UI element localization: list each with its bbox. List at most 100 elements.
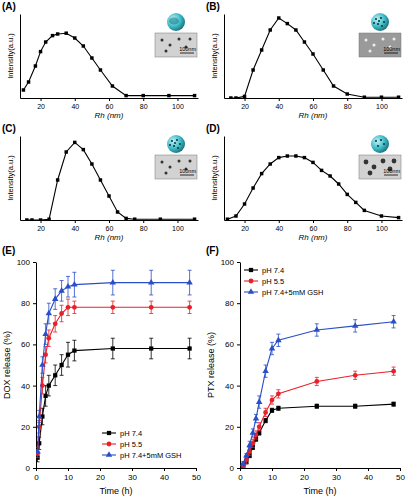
scale-bar — [180, 175, 194, 176]
data-point — [257, 424, 262, 429]
x-tick-label: 80 — [344, 103, 352, 110]
legend: pH 7.4pH 5.5pH 7.4+5mM GSH — [244, 266, 323, 297]
error-bar — [111, 301, 115, 313]
data-point — [260, 48, 263, 51]
x-tick-label: 30 — [128, 473, 137, 482]
data-point — [277, 16, 280, 19]
x-tick: 50 — [396, 468, 405, 482]
data-point — [90, 56, 93, 59]
error-bar — [72, 340, 76, 361]
tem-image — [359, 33, 401, 57]
series — [36, 338, 192, 462]
x-axis-title: Time (h) — [303, 486, 336, 496]
data-point — [286, 22, 289, 25]
x-tick-label: 100 — [376, 225, 388, 232]
legend-entry: pH 7.4+5mM GSH — [102, 451, 181, 460]
x-tick-mark — [347, 98, 348, 101]
y-axis-title: Intensity(a.u.) — [6, 155, 15, 201]
data-point — [270, 398, 275, 403]
y-tick-mark — [33, 427, 36, 428]
data-point — [39, 361, 45, 367]
data-point — [380, 214, 383, 217]
y-tick-label: 100 — [221, 258, 235, 267]
error-bar — [276, 406, 280, 410]
data-point — [328, 174, 331, 177]
x-tick: 80 — [140, 98, 148, 110]
x-tick-mark — [313, 220, 314, 223]
error-bar — [111, 338, 115, 359]
sphere-spot — [179, 143, 181, 145]
tem-particle — [364, 160, 369, 165]
plot-area: 01020304050020406080100Time (h)DOX relea… — [2, 258, 201, 496]
x-tick-label: 60 — [106, 225, 114, 232]
scale-bar — [384, 53, 398, 54]
x-axis-line — [37, 468, 197, 469]
data-point — [56, 32, 59, 35]
data-point — [73, 141, 76, 144]
data-point — [64, 150, 67, 153]
x-tick: 0 — [34, 468, 39, 482]
x-tick: 40 — [275, 98, 283, 110]
data-point — [149, 305, 154, 310]
y-axis-line — [20, 137, 21, 221]
data-point — [320, 169, 323, 172]
x-tick: 20 — [96, 468, 105, 482]
tem-particle — [369, 50, 372, 53]
y-tick: 40 — [225, 382, 240, 391]
data-point — [380, 95, 383, 98]
sphere-spot — [373, 22, 375, 24]
x-tick: 40 — [71, 220, 79, 232]
x-tick: 40 — [364, 468, 373, 482]
sphere-spot — [176, 139, 178, 141]
data-point — [276, 391, 281, 396]
data-point — [82, 44, 85, 47]
x-tick: 30 — [128, 468, 137, 482]
data-point — [251, 68, 254, 71]
data-group — [25, 141, 196, 220]
legend: pH 7.4pH 5.5pH 7.4+5mM GSH — [102, 429, 181, 460]
panel-label: (C) — [2, 123, 16, 134]
sphere-icon — [167, 13, 185, 31]
data-point — [64, 31, 67, 34]
tem-particle — [189, 38, 192, 41]
x-axis-title: Rh (nm) — [299, 111, 328, 120]
data-point — [30, 218, 33, 220]
sphere-spot — [173, 145, 175, 147]
y-tick-label: 0 — [26, 464, 31, 473]
tem-particle — [382, 38, 385, 41]
x-tick-mark — [109, 220, 110, 223]
error-bar — [392, 367, 396, 375]
data-group — [36, 270, 193, 462]
y-tick: 60 — [21, 340, 36, 349]
error-bar — [264, 419, 268, 423]
tem-particle — [372, 165, 377, 170]
data-point — [253, 415, 259, 421]
series — [241, 402, 396, 468]
x-tick: 100 — [376, 220, 388, 232]
data-point — [397, 95, 400, 98]
data-point — [44, 40, 47, 43]
series-line — [243, 371, 393, 466]
data-point — [43, 394, 47, 398]
data-point — [240, 460, 246, 466]
data-point — [110, 305, 115, 310]
plot-area: 20406080100Rh (nm)Intensity(a.u.)100nm — [210, 13, 403, 120]
data-point — [276, 406, 280, 410]
sphere-spot — [380, 139, 382, 141]
panel: 20406080100Rh (nm)Intensity(a.u.)100nm(D… — [206, 123, 403, 242]
data-point — [354, 201, 357, 204]
x-tick: 20 — [241, 98, 249, 110]
x-axis-title: Rh (nm) — [299, 233, 328, 242]
y-tick-mark — [237, 386, 240, 387]
series — [22, 31, 197, 97]
data-point — [256, 398, 262, 404]
data-point — [25, 218, 28, 220]
data-point — [314, 326, 320, 332]
y-tick-mark — [237, 262, 240, 263]
data-point — [36, 448, 41, 454]
data-point — [390, 318, 396, 324]
tem-image — [155, 155, 197, 179]
y-axis — [224, 15, 225, 99]
legend-marker — [107, 431, 111, 435]
y-tick: 80 — [21, 299, 36, 308]
